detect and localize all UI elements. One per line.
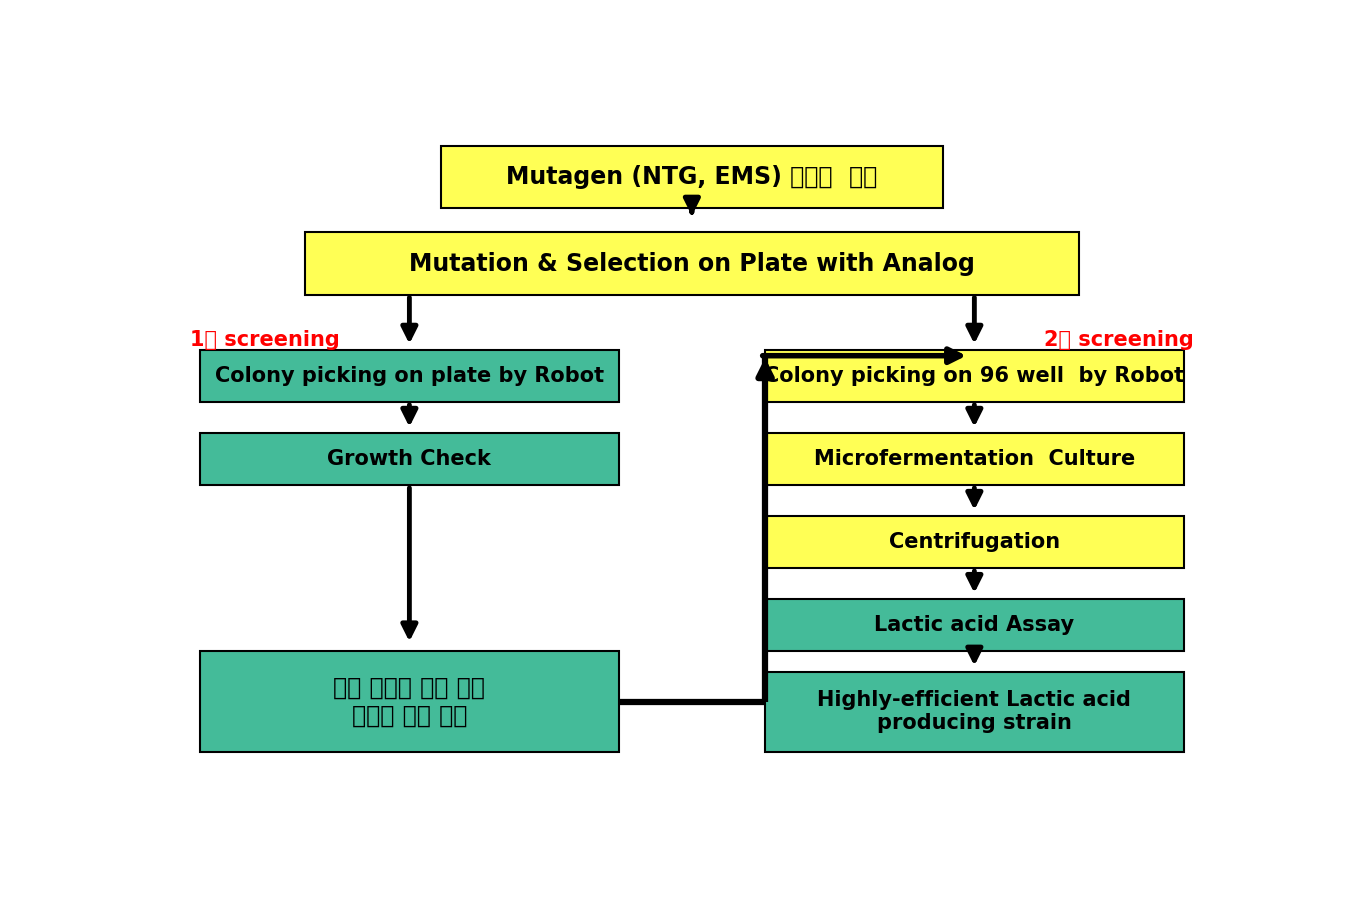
FancyBboxPatch shape [200,351,618,402]
FancyBboxPatch shape [765,351,1184,402]
Text: Growth Check: Growth Check [328,450,491,469]
Text: Colony picking on plate by Robot: Colony picking on plate by Robot [215,366,603,386]
FancyBboxPatch shape [440,146,942,209]
Text: Colony picking on 96 well  by Robot: Colony picking on 96 well by Robot [764,366,1184,386]
FancyBboxPatch shape [765,516,1184,568]
Text: 2차 screening: 2차 screening [1045,330,1193,350]
FancyBboxPatch shape [200,651,618,752]
Text: Highly-efficient Lactic acid
producing strain: Highly-efficient Lactic acid producing s… [818,690,1131,734]
FancyBboxPatch shape [200,433,618,485]
Text: Centrifugation: Centrifugation [888,532,1060,552]
Text: Mutagen (NTG, EMS) 사멸율  결정: Mutagen (NTG, EMS) 사멸율 결정 [506,165,878,189]
Text: 1차 screening: 1차 screening [189,330,339,350]
FancyBboxPatch shape [765,672,1184,752]
FancyBboxPatch shape [765,600,1184,651]
FancyBboxPatch shape [765,433,1184,485]
Text: 젠산 고생산 균주 선별
내산성 균주 선별: 젠산 고생산 균주 선별 내산성 균주 선별 [333,675,486,727]
FancyBboxPatch shape [305,233,1079,295]
Text: Mutation & Selection on Plate with Analog: Mutation & Selection on Plate with Analo… [409,252,975,276]
Text: Microfermentation  Culture: Microfermentation Culture [814,450,1135,469]
Text: Lactic acid Assay: Lactic acid Assay [875,615,1075,636]
